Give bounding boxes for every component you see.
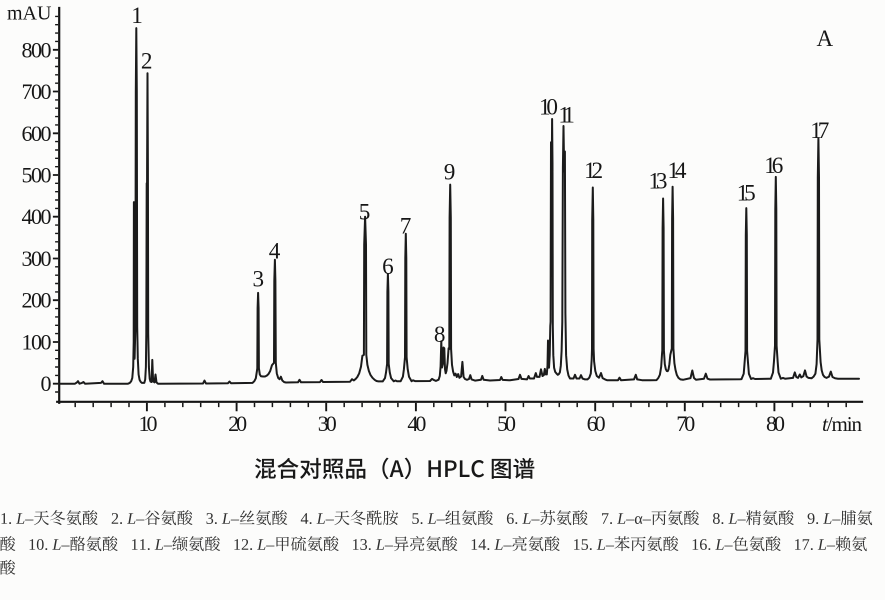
svg-text:20: 20 [228, 411, 247, 436]
svg-text:6: 6 [382, 254, 394, 280]
svg-text:0: 0 [41, 371, 52, 396]
svg-text:50: 50 [497, 411, 516, 436]
svg-text:10: 10 [138, 411, 157, 436]
svg-text:t/min: t/min [822, 412, 863, 436]
svg-text:800: 800 [22, 37, 52, 62]
svg-text:300: 300 [22, 246, 52, 271]
svg-text:5: 5 [359, 200, 371, 226]
svg-text:A: A [816, 26, 833, 51]
svg-text:30: 30 [318, 411, 337, 436]
svg-text:12: 12 [584, 158, 603, 184]
svg-text:mAU: mAU [7, 3, 52, 25]
svg-text:8: 8 [434, 322, 446, 348]
svg-text:200: 200 [22, 288, 52, 313]
svg-text:400: 400 [22, 204, 52, 229]
svg-text:11: 11 [558, 103, 575, 129]
svg-text:600: 600 [22, 121, 52, 146]
svg-text:100: 100 [22, 329, 52, 354]
svg-text:7: 7 [400, 214, 412, 240]
svg-text:15: 15 [737, 181, 756, 207]
svg-text:80: 80 [766, 411, 785, 436]
svg-text:700: 700 [22, 79, 52, 104]
svg-text:16: 16 [764, 153, 783, 179]
svg-text:13: 13 [649, 169, 668, 195]
svg-text:10: 10 [539, 95, 558, 121]
svg-text:1: 1 [131, 3, 143, 29]
svg-text:3: 3 [253, 267, 265, 293]
svg-text:70: 70 [676, 411, 695, 436]
svg-text:40: 40 [407, 411, 426, 436]
svg-text:14: 14 [668, 158, 687, 184]
svg-text:2: 2 [141, 49, 153, 75]
svg-text:9: 9 [444, 160, 456, 186]
svg-text:4: 4 [269, 239, 281, 265]
svg-text:60: 60 [587, 411, 606, 436]
svg-text:17: 17 [810, 118, 829, 144]
svg-text:500: 500 [22, 163, 52, 188]
